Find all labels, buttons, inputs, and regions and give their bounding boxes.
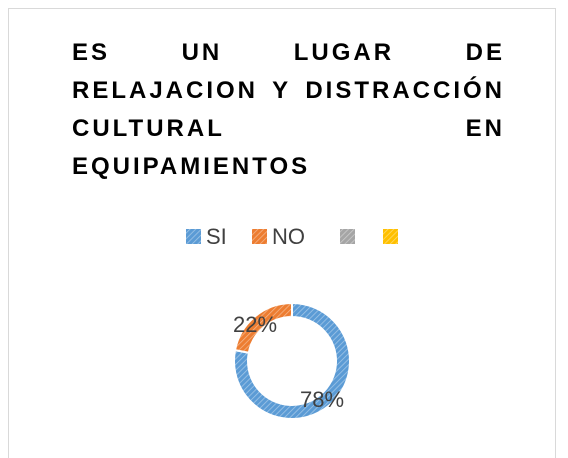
chart-frame [8, 8, 556, 458]
legend-swatch-hatch [186, 229, 201, 244]
legend-swatch-hatch [252, 229, 267, 244]
legend-label: NO [272, 224, 305, 249]
data-label: 78% [300, 387, 344, 412]
doughnut-slice-hatch [235, 303, 292, 353]
data-label: 22% [233, 312, 277, 337]
legend-label: SI [206, 224, 227, 249]
legend-swatch-hatch [383, 229, 398, 244]
chart-title: ES UN LUGAR DE RELAJACION Y DISTRACCIÓN … [72, 39, 505, 180]
legend-swatch-hatch [340, 229, 355, 244]
